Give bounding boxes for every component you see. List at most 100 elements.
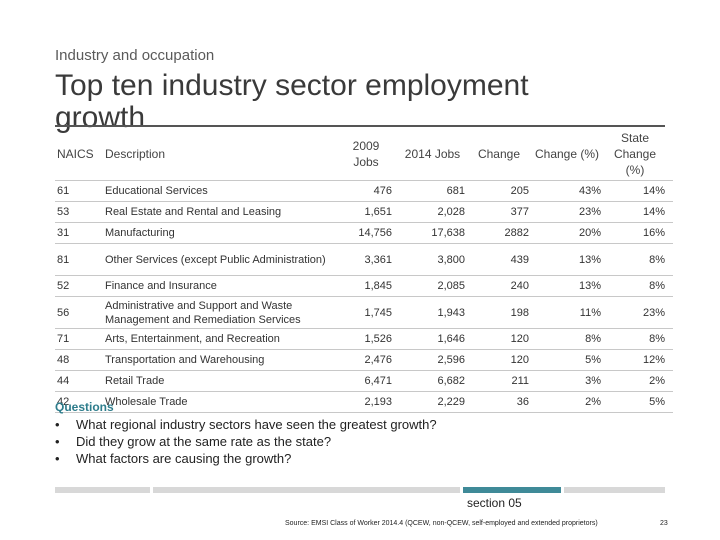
table-row: 53 Real Estate and Rental and Leasing 1,65… xyxy=(55,201,673,223)
cell-2014-jobs: 3,800 xyxy=(400,243,469,276)
question-text: What regional industry sectors have seen… xyxy=(76,417,437,432)
table-header-row: NAICS Description 2009 Jobs 2014 Jobs Ch… xyxy=(55,127,673,181)
table-row: 71 Arts, Entertainment, and Recreation 1,5… xyxy=(55,328,673,350)
col-naics: NAICS xyxy=(55,127,105,181)
page-title: Top ten industry sector employment growt… xyxy=(55,69,529,134)
cell-description: Arts, Entertainment, and Recreation xyxy=(105,328,340,350)
footer-bar-accent xyxy=(463,487,561,493)
cell-2014-jobs: 2,085 xyxy=(400,275,469,297)
cell-state-change: 8% xyxy=(605,328,673,350)
cell-2009-jobs: 14,756 xyxy=(340,222,400,244)
question-item: • What regional industry sectors have see… xyxy=(55,416,437,433)
cell-naics: 52 xyxy=(55,275,105,297)
cell-2009-jobs: 1,845 xyxy=(340,275,400,297)
cell-change: 2882 xyxy=(469,222,533,244)
footer-bar-right xyxy=(564,487,665,493)
cell-2009-jobs: 476 xyxy=(340,180,400,202)
cell-change-pct: 13% xyxy=(533,243,605,276)
cell-2009-jobs: 2,193 xyxy=(340,391,400,413)
cell-naics: 81 xyxy=(55,243,105,276)
cell-2009-jobs: 6,471 xyxy=(340,370,400,392)
cell-state-change: 14% xyxy=(605,201,673,223)
questions-list: • What regional industry sectors have see… xyxy=(55,416,437,467)
cell-naics: 56 xyxy=(55,296,105,329)
cell-state-change: 8% xyxy=(605,243,673,276)
cell-2014-jobs: 1,943 xyxy=(400,296,469,329)
cell-2014-jobs: 17,638 xyxy=(400,222,469,244)
cell-2014-jobs: 2,229 xyxy=(400,391,469,413)
cell-change-pct: 13% xyxy=(533,275,605,297)
col-change: Change xyxy=(469,127,533,181)
cell-change: 205 xyxy=(469,180,533,202)
cell-description: Other Services (except Public Administra… xyxy=(105,243,340,276)
cell-change: 240 xyxy=(469,275,533,297)
cell-change: 198 xyxy=(469,296,533,329)
cell-2014-jobs: 2,596 xyxy=(400,349,469,371)
cell-naics: 48 xyxy=(55,349,105,371)
cell-state-change: 23% xyxy=(605,296,673,329)
cell-2014-jobs: 2,028 xyxy=(400,201,469,223)
col-change-pct: Change (%) xyxy=(533,127,605,181)
cell-description: Administrative and Support and Waste Man… xyxy=(105,296,340,329)
questions-block: Questions • What regional industry sector… xyxy=(55,400,437,467)
cell-2009-jobs: 2,476 xyxy=(340,349,400,371)
cell-change: 120 xyxy=(469,349,533,371)
title-rule xyxy=(55,125,665,127)
bullet-icon: • xyxy=(55,451,60,466)
cell-naics: 44 xyxy=(55,370,105,392)
cell-description: Retail Trade xyxy=(105,370,340,392)
cell-naics: 71 xyxy=(55,328,105,350)
cell-description: Finance and Insurance xyxy=(105,275,340,297)
cell-state-change: 12% xyxy=(605,349,673,371)
cell-naics: 31 xyxy=(55,222,105,244)
cell-2014-jobs: 681 xyxy=(400,180,469,202)
question-text: What factors are causing the growth? xyxy=(76,451,292,466)
cell-change-pct: 11% xyxy=(533,296,605,329)
cell-state-change: 2% xyxy=(605,370,673,392)
cell-2009-jobs: 1,651 xyxy=(340,201,400,223)
bullet-icon: • xyxy=(55,417,60,432)
cell-change: 120 xyxy=(469,328,533,350)
col-2014-jobs: 2014 Jobs xyxy=(400,127,469,181)
cell-change-pct: 43% xyxy=(533,180,605,202)
table-row: 31 Manufacturing 14,756 17,638 2882 20% 16% xyxy=(55,222,673,244)
cell-state-change: 16% xyxy=(605,222,673,244)
cell-change: 211 xyxy=(469,370,533,392)
cell-naics: 61 xyxy=(55,180,105,202)
cell-state-change: 14% xyxy=(605,180,673,202)
cell-change-pct: 20% xyxy=(533,222,605,244)
footer-bar-mid xyxy=(153,487,460,493)
section-label: section 05 xyxy=(467,496,522,510)
cell-change-pct: 23% xyxy=(533,201,605,223)
cell-state-change: 5% xyxy=(605,391,673,413)
question-item: • What factors are causing the growth? xyxy=(55,450,437,467)
cell-change-pct: 8% xyxy=(533,328,605,350)
table-row: 81 Other Services (except Public Administ… xyxy=(55,243,673,276)
cell-2009-jobs: 1,745 xyxy=(340,296,400,329)
cell-2014-jobs: 1,646 xyxy=(400,328,469,350)
cell-description: Manufacturing xyxy=(105,222,340,244)
cell-naics: 42 xyxy=(55,391,105,413)
footer-bar-left xyxy=(55,487,150,493)
questions-heading: Questions xyxy=(55,400,114,414)
cell-description: Transportation and Warehousing xyxy=(105,349,340,371)
table-row: 56 Administrative and Support and Waste M… xyxy=(55,296,673,329)
cell-state-change: 8% xyxy=(605,275,673,297)
cell-change-pct: 5% xyxy=(533,349,605,371)
cell-description: Wholesale Trade xyxy=(105,391,340,413)
cell-2009-jobs: 3,361 xyxy=(340,243,400,276)
table-row: 44 Retail Trade 6,471 6,682 211 3% 2% xyxy=(55,370,673,392)
cell-change-pct: 2% xyxy=(533,391,605,413)
col-2009-jobs: 2009 Jobs xyxy=(340,127,400,181)
bullet-icon: • xyxy=(55,434,60,449)
question-text: Did they grow at the same rate as the st… xyxy=(76,434,332,449)
section-subtitle: Industry and occupation xyxy=(55,47,215,64)
question-item: • Did they grow at the same rate as the s… xyxy=(55,433,437,450)
table-row: 42 Wholesale Trade 2,193 2,229 36 2% 5% xyxy=(55,391,673,413)
col-description: Description xyxy=(105,127,340,181)
cell-change-pct: 3% xyxy=(533,370,605,392)
col-state-change: State Change (%) xyxy=(605,127,673,181)
page-number: 23 xyxy=(660,520,668,527)
cell-naics: 53 xyxy=(55,201,105,223)
cell-change: 36 xyxy=(469,391,533,413)
